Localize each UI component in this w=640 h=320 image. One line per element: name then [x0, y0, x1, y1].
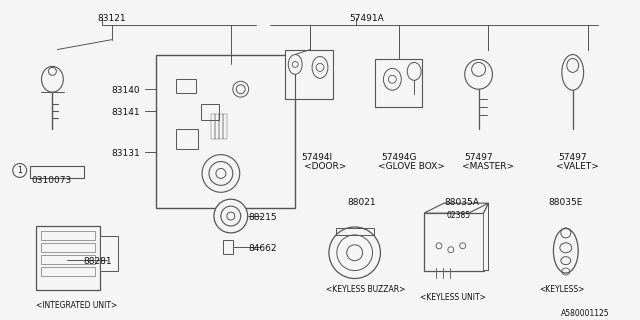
Text: 88021: 88021	[348, 198, 376, 207]
Polygon shape	[424, 203, 488, 213]
Ellipse shape	[42, 67, 63, 92]
Text: 83141: 83141	[112, 108, 141, 117]
Text: <KEYLESS UNIT>: <KEYLESS UNIT>	[420, 293, 486, 302]
Bar	[156, 54, 295, 208]
Text: 88215: 88215	[248, 213, 277, 222]
Text: <KEYLESS>: <KEYLESS>	[539, 285, 584, 294]
Ellipse shape	[465, 60, 492, 89]
Text: 83131: 83131	[112, 149, 141, 158]
Bar	[29, 165, 84, 179]
Bar	[219, 114, 223, 139]
Ellipse shape	[214, 199, 248, 233]
Bar	[36, 226, 100, 290]
Text: 0310073: 0310073	[31, 176, 72, 185]
Bar	[100, 236, 118, 271]
Bar	[211, 114, 215, 139]
Text: <INTEGRATED UNIT>: <INTEGRATED UNIT>	[36, 301, 116, 310]
Text: A580001125: A580001125	[561, 309, 609, 318]
Text: <GLOVE BOX>: <GLOVE BOX>	[378, 162, 445, 171]
Bar	[223, 240, 233, 254]
Bar	[176, 79, 196, 93]
Bar	[201, 104, 219, 120]
Bar	[215, 114, 219, 139]
Ellipse shape	[554, 228, 578, 273]
Bar	[40, 267, 95, 276]
Text: 88035A: 88035A	[444, 198, 479, 207]
Text: 88035E: 88035E	[548, 198, 582, 207]
Bar	[176, 129, 198, 149]
Text: 84662: 84662	[248, 244, 277, 253]
Bar	[424, 213, 484, 271]
Bar	[40, 231, 95, 240]
Text: <KEYLESS BUZZAR>: <KEYLESS BUZZAR>	[326, 285, 405, 294]
Text: 83121: 83121	[97, 14, 125, 23]
Polygon shape	[484, 203, 488, 271]
Ellipse shape	[562, 54, 584, 90]
Text: 88281: 88281	[83, 257, 112, 266]
Bar	[223, 114, 227, 139]
Text: <DOOR>: <DOOR>	[304, 162, 346, 171]
Bar	[336, 228, 374, 235]
Bar	[40, 255, 95, 264]
Bar	[374, 60, 422, 107]
Bar	[285, 50, 333, 99]
Text: 57494G: 57494G	[381, 153, 417, 162]
Text: 57491A: 57491A	[349, 14, 385, 23]
Text: 1: 1	[17, 166, 22, 175]
Text: 02385: 02385	[447, 211, 471, 220]
Text: <MASTER>: <MASTER>	[461, 162, 514, 171]
Text: 57497: 57497	[558, 153, 586, 162]
Text: <VALET>: <VALET>	[556, 162, 599, 171]
Bar	[40, 243, 95, 252]
Text: 57497: 57497	[465, 153, 493, 162]
Text: 57494I: 57494I	[301, 153, 332, 162]
Text: 83140: 83140	[112, 86, 141, 95]
